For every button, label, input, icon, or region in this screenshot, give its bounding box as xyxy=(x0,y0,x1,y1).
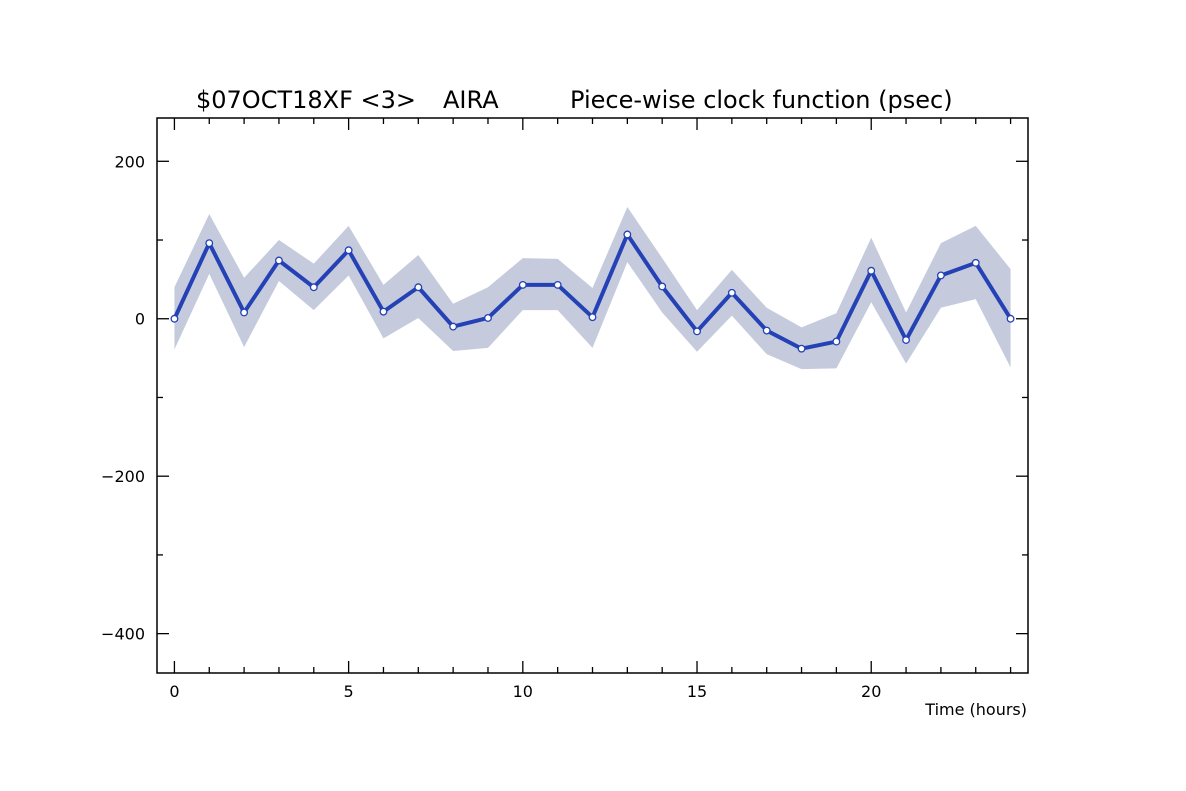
y-tick-label: −200 xyxy=(101,467,145,486)
chart-title-experiment: $07OCT18XF <3> xyxy=(196,86,416,114)
data-point xyxy=(484,314,492,322)
x-tick-label-layer: 0 5 10 15 20 xyxy=(169,682,881,701)
data-point xyxy=(762,326,771,335)
data-point xyxy=(1006,314,1015,323)
chart-title-description: Piece-wise clock function (psec) xyxy=(570,86,953,114)
tick-layer xyxy=(157,118,1028,673)
data-point xyxy=(971,258,980,267)
data-point xyxy=(309,283,318,292)
chart-title-station: AIRA xyxy=(443,86,499,114)
y-tick-label: 200 xyxy=(114,152,145,171)
data-point xyxy=(170,314,179,323)
data-point xyxy=(379,307,388,316)
data-point xyxy=(588,313,597,322)
x-axis-label: Time (hours) xyxy=(924,700,1027,719)
data-point xyxy=(344,246,353,255)
data-point xyxy=(240,308,249,317)
x-tick-label: 10 xyxy=(513,682,533,701)
plot-frame xyxy=(156,117,1029,674)
data-point xyxy=(449,322,458,331)
data-point xyxy=(553,280,562,289)
data-point xyxy=(518,280,527,289)
data-point xyxy=(867,266,876,275)
data-marker-layer xyxy=(170,230,1015,353)
data-point xyxy=(274,256,283,265)
data-point xyxy=(414,283,423,292)
data-point xyxy=(693,327,701,336)
error-band xyxy=(174,206,1011,370)
data-point xyxy=(623,230,632,239)
y-tick-label: 0 xyxy=(135,310,145,329)
y-tick-label: −400 xyxy=(101,625,145,644)
data-point xyxy=(902,336,911,344)
data-point xyxy=(205,239,214,248)
data-point xyxy=(658,282,667,291)
x-tick-label: 15 xyxy=(687,682,707,701)
x-tick-label: 20 xyxy=(861,682,881,701)
y-tick-label-layer: −400 −200 0 200 xyxy=(101,152,145,643)
error-band-layer xyxy=(174,206,1011,370)
x-tick-label: 5 xyxy=(344,682,354,701)
data-point xyxy=(936,271,945,280)
data-point xyxy=(832,337,841,346)
data-point xyxy=(727,288,736,297)
data-point xyxy=(797,344,806,353)
x-tick-label: 0 xyxy=(169,682,179,701)
